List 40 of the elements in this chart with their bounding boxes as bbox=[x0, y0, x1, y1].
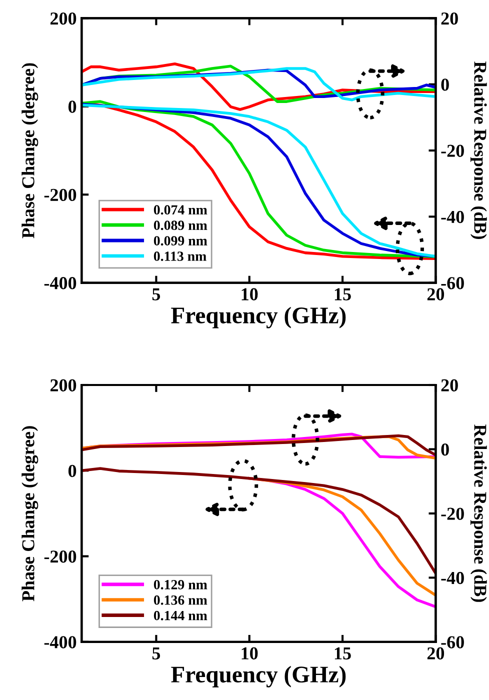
x-tick-label: 5 bbox=[152, 647, 160, 660]
y-tick-label: 200 bbox=[50, 379, 76, 392]
y2-tick-label: -40 bbox=[441, 210, 464, 224]
x-axis-title: Frequency (GHz) bbox=[171, 666, 346, 688]
x-tick-label: 15 bbox=[334, 288, 351, 300]
legend-label: 0.129 nm bbox=[154, 580, 208, 590]
y2-axis-title: Relative Response (dB) bbox=[470, 62, 487, 239]
legend-label: 0.089 nm bbox=[154, 220, 208, 230]
y2-tick-label: 20 bbox=[441, 379, 458, 392]
y2-axis-title: Relative Response (dB) bbox=[470, 424, 487, 602]
legend-label: 0.074 nm bbox=[154, 205, 208, 215]
x-tick-label: 10 bbox=[242, 288, 258, 300]
x-tick-label: 20 bbox=[427, 647, 444, 660]
y2-tick-label: -20 bbox=[441, 144, 464, 157]
y2-tick-label: 0 bbox=[441, 443, 449, 456]
y-tick-label: 0 bbox=[68, 464, 76, 478]
x-axis-title: Frequency (GHz) bbox=[171, 306, 346, 328]
y-tick-label: -400 bbox=[44, 277, 76, 290]
legend-label: 0.113 nm bbox=[154, 252, 206, 261]
y-tick-label: -400 bbox=[44, 636, 76, 648]
y2-tick-label: 0 bbox=[441, 78, 449, 91]
legend-label: 0.144 nm bbox=[154, 610, 208, 620]
y-tick-label: 0 bbox=[68, 100, 76, 113]
legend-label: 0.136 nm bbox=[154, 595, 208, 605]
y2-tick-label: -20 bbox=[441, 508, 464, 520]
y2-tick-label: -40 bbox=[441, 572, 464, 584]
legend-label: 0.099 nm bbox=[154, 236, 208, 246]
y-axis-title: Phase Change (degree) bbox=[22, 426, 38, 602]
x-tick-label: 10 bbox=[242, 647, 258, 660]
y-axis-title: Phase Change (degree) bbox=[22, 63, 38, 238]
x-tick-label: 20 bbox=[427, 288, 444, 300]
x-tick-label: 15 bbox=[334, 647, 351, 660]
y-tick-label: -200 bbox=[44, 550, 76, 563]
y2-tick-label: 20 bbox=[441, 12, 458, 25]
y2-tick-label: -60 bbox=[441, 636, 464, 648]
y-tick-label: -200 bbox=[44, 188, 76, 202]
x-tick-label: 5 bbox=[152, 288, 160, 300]
y-tick-label: 200 bbox=[50, 12, 76, 25]
line-series bbox=[82, 467, 436, 575]
y2-tick-label: -60 bbox=[441, 277, 464, 290]
